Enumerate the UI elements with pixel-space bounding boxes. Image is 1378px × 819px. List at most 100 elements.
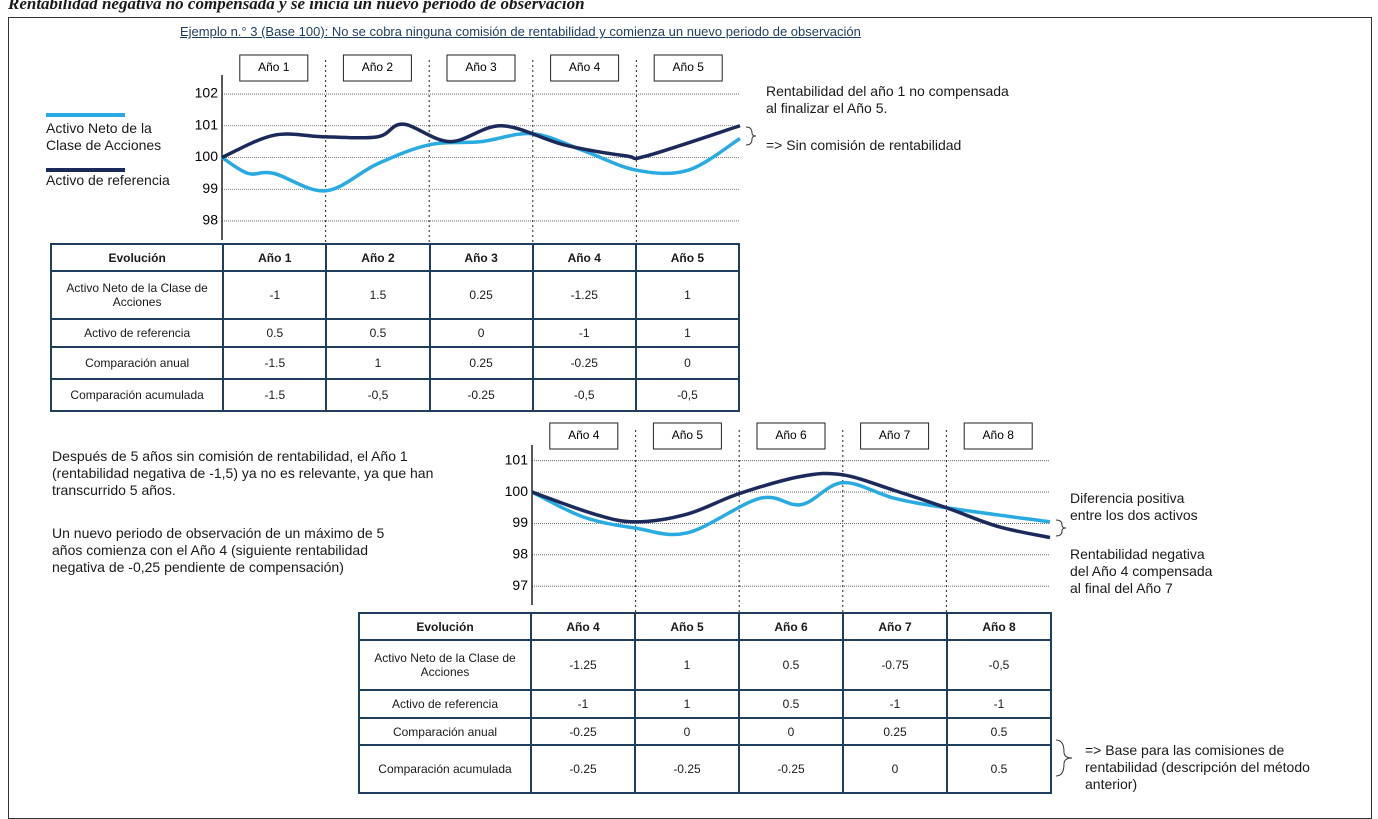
series-line [221,122,741,161]
cell: Activo de referencia [49,318,225,348]
y-tick-label: 98 [512,546,528,562]
cell: -1.25 [531,270,637,320]
cell: Comparación anual [49,346,225,380]
annotation: Rentabilidad del año 1 no compensada al … [766,83,1009,116]
annotation: Rentabilidad negativa del Año 4 compensa… [1070,546,1213,596]
header-cell: Año 4 [531,243,637,272]
legend-label: Activo Neto de la Clase de Acciones [46,120,162,153]
cell: 0.5 [738,639,844,691]
period-label: Año 6 [775,428,807,442]
cell: -1.5 [222,378,328,412]
y-tick-label: 99 [202,180,218,196]
header-cell: Año 4 [530,612,636,641]
cell: -1.5 [222,346,328,380]
period-box [446,54,516,82]
cell: 1 [634,689,740,719]
cell: 0 [428,318,534,348]
table: Evolución Año 1 Año 2 Año 3 Año 4 Año 5 Activo… [49,243,741,412]
period-box [963,422,1033,450]
cell: 0 [634,346,741,380]
cell: 0.25 [842,717,948,746]
y-tick-label: 100 [505,483,529,499]
period-box [549,422,619,450]
paragraph: Después de 5 años sin comisión de rentab… [52,448,434,498]
cell: 0.5 [738,689,844,719]
period-label: Año 5 [672,428,704,442]
y-tick-label: 102 [195,85,219,101]
period-box [550,54,620,82]
legend-label: Activo de referencia [46,172,170,188]
period-label: Año 5 [673,60,705,74]
cell: Activo Neto de la Clase de Acciones [49,270,225,320]
cell: -1 [531,318,637,348]
cell: 0.5 [946,717,1052,746]
cell: -0.25 [530,717,636,746]
period-label: Año 2 [362,60,394,74]
y-tick-label: 100 [195,148,219,164]
paragraph: Un nuevo periodo de observación de un má… [52,525,385,575]
annotation: Diferencia positiva entre los dos activo… [1070,490,1198,523]
series-line [531,480,1051,537]
cell: -1 [222,270,328,320]
cell: Comparación acumulada [49,378,225,412]
period-box [342,54,412,82]
cell: -0.25 [531,346,637,380]
header-cell: Año 2 [325,243,431,272]
period-label: Año 4 [569,60,601,74]
annotation: => Sin comisión de rentabilidad [766,137,962,153]
header-cell: Año 7 [842,612,948,641]
cell: -0,5 [634,378,741,412]
period-label: Año 8 [983,428,1015,442]
cell: 0.5 [222,318,328,348]
cell: Activo de referencia [358,689,532,719]
cell: -0.25 [530,744,636,794]
y-tick-label: 101 [505,451,529,467]
cell: -0.25 [738,744,844,794]
heading: Rentabilidad negativa no compensada y se… [8,0,585,13]
cell: Comparación anual [358,717,532,746]
bracket [745,126,757,146]
cell: -0.25 [634,744,740,794]
cell: -0,5 [531,378,637,412]
period-box [860,422,930,450]
cell: 1 [634,639,740,691]
cell: 1 [634,270,741,320]
series-line [221,131,741,193]
cell: 0.5 [946,744,1052,794]
y-tick-label: 97 [512,577,528,593]
period-box [239,54,309,82]
period-label: Año 4 [568,428,600,442]
header-cell: Año 1 [222,243,328,272]
cell: -1 [946,689,1052,719]
y-tick-label: 98 [202,212,218,228]
cell: 1 [634,318,741,348]
header-cell: Evolución [49,243,225,272]
period-box [756,422,826,450]
cell: 0 [634,717,740,746]
series-line [531,471,1051,540]
header-cell: Año 5 [634,612,740,641]
y-tick-label: 99 [512,514,528,530]
cell: 0.25 [428,270,534,320]
period-label: Año 7 [879,428,911,442]
bottom-note: => Base para las comisiones de rentabili… [1085,742,1310,792]
header-cell: Año 6 [738,612,844,641]
cell: Comparación acumulada [358,744,532,794]
period-label: Año 3 [465,60,497,74]
example-title: Ejemplo n.° 3 (Base 100): No se cobra ni… [180,24,861,39]
cell: 0 [738,717,844,746]
cell: -0.75 [842,639,948,691]
cell: -0,5 [946,639,1052,691]
table: Evolución Año 4 Año 5 Año 6 Año 7 Año 8 Activo… [358,612,1052,794]
cell: 0.5 [325,318,431,348]
bracket [1055,739,1073,777]
header-cell: Evolución [358,612,532,641]
cell: 0.25 [428,346,534,380]
cell: -1.25 [530,639,636,691]
cell: -1 [842,689,948,719]
cell: -0.25 [428,378,534,412]
cell: Activo Neto de la Clase de Acciones [358,639,532,691]
cell: -1 [530,689,636,719]
bracket [1055,519,1067,537]
